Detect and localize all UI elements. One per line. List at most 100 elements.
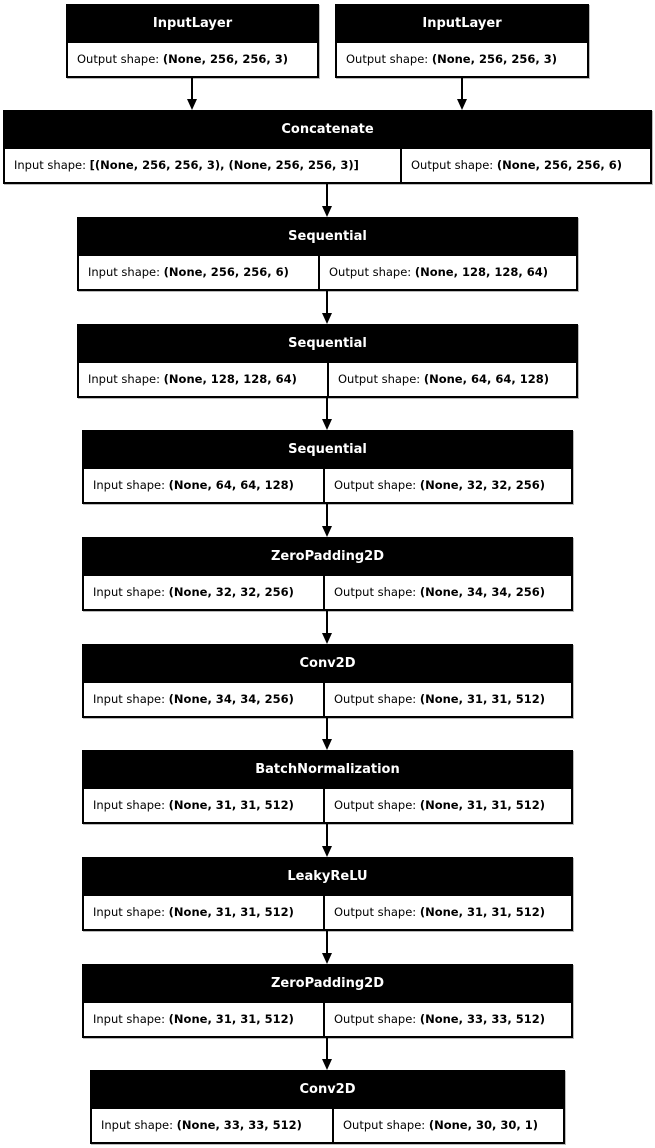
output-shape-cell: Output shape: (None, 31, 31, 512): [325, 789, 571, 822]
input-shape-cell: Input shape: (None, 256, 256, 6): [79, 256, 318, 289]
shape-row: Input shape: (None, 64, 64, 128) Output s…: [84, 469, 571, 502]
shape-value: (None, 64, 64, 128): [168, 478, 294, 492]
layer-node-sequential-2: Sequential Input shape: (None, 128, 128, …: [77, 324, 578, 398]
input-shape-cell: Input shape: (None, 31, 31, 512): [84, 1003, 323, 1036]
shape-label: Output shape:: [334, 692, 420, 706]
layer-node-conv2d-2: Conv2D Input shape: (None, 33, 33, 512) Ou…: [90, 1070, 565, 1144]
layer-title: Sequential: [288, 442, 367, 457]
shape-label: Input shape:: [93, 478, 169, 492]
shape-value: (None, 33, 33, 512): [176, 1118, 302, 1132]
arrow-down-icon: [322, 846, 332, 857]
shape-row: Input shape: (None, 128, 128, 64) Output …: [79, 363, 576, 396]
layer-title: Conv2D: [299, 656, 356, 671]
shape-label: Output shape:: [329, 265, 415, 279]
arrow-down-icon: [187, 99, 197, 110]
layer-title: ZeroPadding2D: [270, 976, 384, 991]
shape-row: Input shape: (None, 31, 31, 512) Output s…: [84, 789, 571, 822]
layer-node-zeropadding2d-1: ZeroPadding2D Input shape: (None, 32, 32,…: [82, 537, 573, 611]
shape-label: Input shape:: [93, 692, 169, 706]
shape-label: Output shape:: [334, 905, 420, 919]
shape-value: (None, 32, 32, 256): [419, 478, 545, 492]
edge-line: [326, 718, 328, 740]
output-shape-cell: Output shape: (None, 31, 31, 512): [325, 683, 571, 716]
edge-line: [461, 78, 463, 100]
output-shape-cell: Output shape: (None, 128, 128, 64): [320, 256, 576, 289]
shape-value: [(None, 256, 256, 3), (None, 256, 256, 3…: [89, 158, 359, 172]
input-shape-cell: Input shape: [(None, 256, 256, 3), (None…: [5, 149, 400, 182]
shape-label: Output shape:: [334, 585, 420, 599]
shape-value: (None, 34, 34, 256): [168, 692, 294, 706]
arrow-down-icon: [322, 526, 332, 537]
layer-node-zeropadding2d-2: ZeroPadding2D Input shape: (None, 31, 31,…: [82, 964, 573, 1038]
edge-line: [326, 1038, 328, 1060]
shape-value: (None, 128, 128, 64): [163, 372, 297, 386]
edge-line: [326, 931, 328, 954]
layer-node-leakyrelu: LeakyReLU Input shape: (None, 31, 31, 512…: [82, 857, 573, 931]
shape-value: (None, 30, 30, 1): [428, 1118, 538, 1132]
input-shape-cell: Input shape: (None, 32, 32, 256): [84, 576, 323, 609]
shape-value: (None, 256, 256, 3): [431, 52, 557, 66]
output-shape-cell: Output shape: (None, 256, 256, 3): [68, 43, 317, 76]
shape-row: Input shape: [(None, 256, 256, 3), (None…: [5, 149, 650, 182]
shape-label: Input shape:: [14, 158, 90, 172]
shape-value: (None, 256, 256, 6): [163, 265, 289, 279]
shape-value: (None, 31, 31, 512): [168, 1012, 294, 1026]
shape-label: Output shape:: [334, 798, 420, 812]
layer-title: Concatenate: [281, 122, 374, 137]
layer-node-input-1: InputLayer Output shape: (None, 256, 256,…: [66, 4, 319, 78]
shape-value: (None, 256, 256, 3): [162, 52, 288, 66]
layer-title: Sequential: [288, 229, 367, 244]
shape-value: (None, 256, 256, 6): [496, 158, 622, 172]
output-shape-cell: Output shape: (None, 30, 30, 1): [334, 1109, 563, 1142]
shape-row: Output shape: (None, 256, 256, 3): [68, 43, 317, 76]
shape-value: (None, 31, 31, 512): [168, 905, 294, 919]
shape-label: Output shape:: [77, 52, 163, 66]
shape-label: Output shape:: [343, 1118, 429, 1132]
output-shape-cell: Output shape: (None, 64, 64, 128): [329, 363, 576, 396]
shape-row: Input shape: (None, 34, 34, 256) Output s…: [84, 683, 571, 716]
layer-node-input-2: InputLayer Output shape: (None, 256, 256,…: [335, 4, 589, 78]
arrow-down-icon: [322, 953, 332, 964]
edge-line: [326, 504, 328, 527]
input-shape-cell: Input shape: (None, 128, 128, 64): [79, 363, 327, 396]
edge-line: [326, 184, 328, 207]
edge-line: [326, 611, 328, 634]
shape-row: Input shape: (None, 32, 32, 256) Output s…: [84, 576, 571, 609]
edge-line: [326, 824, 328, 847]
input-shape-cell: Input shape: (None, 34, 34, 256): [84, 683, 323, 716]
output-shape-cell: Output shape: (None, 33, 33, 512): [325, 1003, 571, 1036]
input-shape-cell: Input shape: (None, 33, 33, 512): [92, 1109, 332, 1142]
shape-label: Input shape:: [93, 798, 169, 812]
layer-title: InputLayer: [152, 16, 233, 31]
input-shape-cell: Input shape: (None, 31, 31, 512): [84, 896, 323, 929]
shape-label: Output shape:: [334, 478, 420, 492]
shape-label: Output shape:: [346, 52, 432, 66]
shape-row: Input shape: (None, 256, 256, 6) Output s…: [79, 256, 576, 289]
layer-node-sequential-1: Sequential Input shape: (None, 256, 256, …: [77, 217, 578, 291]
layer-node-concatenate: Concatenate Input shape: [(None, 256, 256…: [3, 110, 652, 184]
shape-value: (None, 32, 32, 256): [168, 585, 294, 599]
arrow-down-icon: [322, 419, 332, 430]
output-shape-cell: Output shape: (None, 256, 256, 3): [337, 43, 587, 76]
layer-node-conv2d-1: Conv2D Input shape: (None, 34, 34, 256) Ou…: [82, 644, 573, 718]
shape-row: Input shape: (None, 33, 33, 512) Output s…: [92, 1109, 563, 1142]
layer-title: Conv2D: [299, 1082, 356, 1097]
shape-value: (None, 31, 31, 512): [419, 905, 545, 919]
edge-line: [326, 291, 328, 314]
arrow-down-icon: [322, 1059, 332, 1070]
output-shape-cell: Output shape: (None, 31, 31, 512): [325, 896, 571, 929]
shape-label: Input shape:: [93, 905, 169, 919]
shape-value: (None, 31, 31, 512): [419, 692, 545, 706]
shape-value: (None, 33, 33, 512): [419, 1012, 545, 1026]
layer-title: Sequential: [288, 336, 367, 351]
layer-title: InputLayer: [422, 16, 502, 31]
shape-value: (None, 64, 64, 128): [423, 372, 549, 386]
layer-title: BatchNormalization: [255, 762, 400, 777]
input-shape-cell: Input shape: (None, 64, 64, 128): [84, 469, 323, 502]
shape-value: (None, 31, 31, 512): [168, 798, 294, 812]
shape-value: (None, 128, 128, 64): [414, 265, 548, 279]
shape-row: Input shape: (None, 31, 31, 512) Output s…: [84, 1003, 571, 1036]
output-shape-cell: Output shape: (None, 32, 32, 256): [325, 469, 571, 502]
shape-label: Output shape:: [411, 158, 497, 172]
shape-label: Input shape:: [88, 265, 164, 279]
